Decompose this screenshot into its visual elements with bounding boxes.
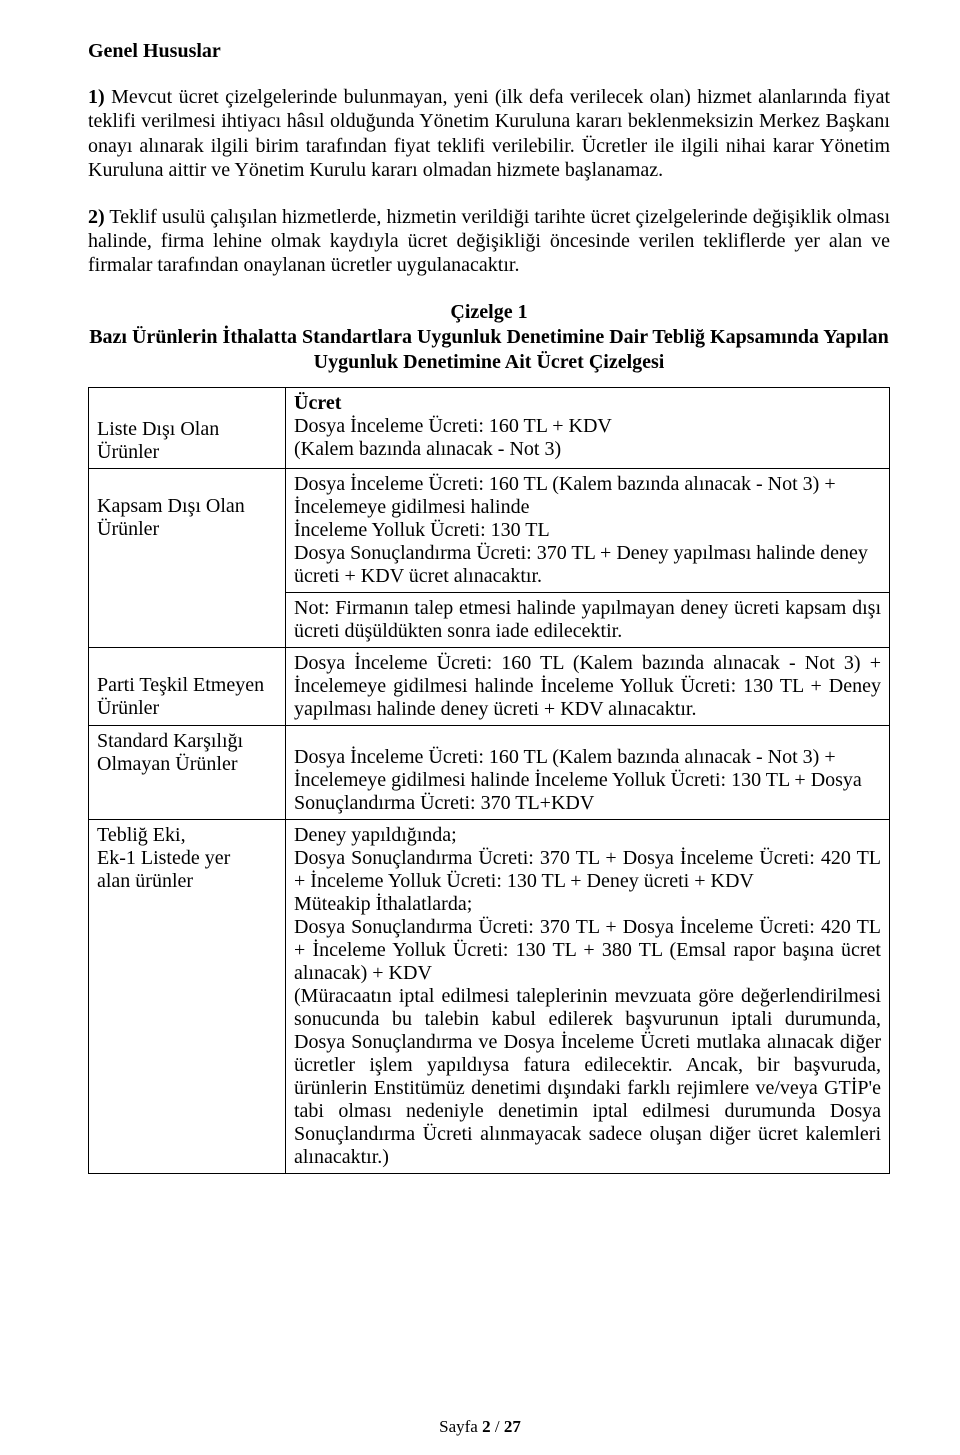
footer-sep: / bbox=[491, 1417, 504, 1436]
row1-label-line1: Liste Dışı Olan bbox=[97, 418, 277, 441]
page: Genel Hususlar 1) Mevcut ücret çizelgele… bbox=[0, 0, 960, 1455]
page-footer: Sayfa 2 / 27 bbox=[0, 1417, 960, 1437]
paragraph-2: 2) Teklif usulü çalışılan hizmetlerde, h… bbox=[88, 205, 890, 278]
p1-text: Mevcut ücret çizelgelerinde bulunmayan, … bbox=[88, 86, 890, 181]
table-row: Standard Karşılığı Olmayan Ürünler Dosya… bbox=[89, 725, 890, 819]
p2-number: 2) bbox=[88, 206, 105, 228]
row3-label-l1: Parti Teşkil Etmeyen bbox=[97, 674, 277, 697]
row5-l3: Müteakip İthalatlarda; bbox=[294, 893, 881, 916]
footer-total: 27 bbox=[504, 1417, 521, 1436]
row4-label-l1: Standard Karşılığı bbox=[97, 730, 277, 753]
chart-title-line2: Bazı Ürünlerin İthalatta Standartlara Uy… bbox=[88, 325, 890, 375]
row2-note: Not: Firmanın talep etmesi halinde yapıl… bbox=[294, 597, 881, 643]
row4-label-cell: Standard Karşılığı Olmayan Ürünler bbox=[89, 725, 286, 819]
row1-content-l1: Dosya İnceleme Ücreti: 160 TL + KDV bbox=[294, 415, 881, 438]
row5-label-l3: alan ürünler bbox=[97, 870, 277, 893]
paragraph-1: 1) Mevcut ücret çizelgelerinde bulunmaya… bbox=[88, 85, 890, 183]
row5-l5: (Müracaatın iptal edilmesi taleplerinin … bbox=[294, 985, 881, 1169]
ucret-header: Ücret bbox=[294, 392, 881, 415]
row2-c3: İnceleme Yolluk Ücreti: 130 TL bbox=[294, 519, 881, 542]
p2-text: Teklif usulü çalışılan hizmetlerde, hizm… bbox=[88, 206, 890, 277]
row2-c1: Dosya İnceleme Ücreti: 160 TL (Kalem baz… bbox=[294, 473, 881, 496]
row5-l4: Dosya Sonuçlandırma Ücreti: 370 TL + Dos… bbox=[294, 916, 881, 985]
row5-l1: Deney yapıldığında; bbox=[294, 824, 881, 847]
row3-label-l2: Ürünler bbox=[97, 697, 277, 720]
row2-label-l2: Ürünler bbox=[97, 518, 277, 541]
row2-note-cell: Not: Firmanın talep etmesi halinde yapıl… bbox=[286, 592, 890, 647]
row2-label-cell: Kapsam Dışı Olan Ürünler bbox=[89, 468, 286, 647]
ucret-header-cell: Ücret Dosya İnceleme Ücreti: 160 TL + KD… bbox=[286, 387, 890, 468]
table-row: Parti Teşkil Etmeyen Ürünler Dosya İncel… bbox=[89, 647, 890, 725]
row4-label-l2: Olmayan Ürünler bbox=[97, 753, 277, 776]
row4-content: Dosya İnceleme Ücreti: 160 TL (Kalem baz… bbox=[294, 746, 881, 815]
footer-label: Sayfa bbox=[439, 1417, 478, 1436]
row4-content-cell: Dosya İnceleme Ücreti: 160 TL (Kalem baz… bbox=[286, 725, 890, 819]
row5-label-l1: Tebliğ Eki, bbox=[97, 824, 277, 847]
row5-label-cell: Tebliğ Eki, Ek-1 Listede yer alan ürünle… bbox=[89, 819, 286, 1173]
row3-content-cell: Dosya İnceleme Ücreti: 160 TL (Kalem baz… bbox=[286, 647, 890, 725]
row5-content-cell: Deney yapıldığında; Dosya Sonuçlandırma … bbox=[286, 819, 890, 1173]
row2-c2: İncelemeye gidilmesi halinde bbox=[294, 496, 881, 519]
row2-label-l1: Kapsam Dışı Olan bbox=[97, 495, 277, 518]
row2-content-top: Dosya İnceleme Ücreti: 160 TL (Kalem baz… bbox=[286, 468, 890, 592]
row1-content-l2: (Kalem bazında alınacak - Not 3) bbox=[294, 438, 881, 461]
table-row: Tebliğ Eki, Ek-1 Listede yer alan ürünle… bbox=[89, 819, 890, 1173]
row3-label-cell: Parti Teşkil Etmeyen Ürünler bbox=[89, 647, 286, 725]
table-row: Liste Dışı Olan Ürünler Ücret Dosya İnce… bbox=[89, 387, 890, 468]
row1-label-line2: Ürünler bbox=[97, 441, 277, 464]
row3-content: Dosya İnceleme Ücreti: 160 TL (Kalem baz… bbox=[294, 652, 881, 721]
row5-l2: Dosya Sonuçlandırma Ücreti: 370 TL + Dos… bbox=[294, 847, 881, 893]
fee-table: Liste Dışı Olan Ürünler Ücret Dosya İnce… bbox=[88, 387, 890, 1174]
p1-number: 1) bbox=[88, 86, 105, 108]
chart-title: Çizelge 1 Bazı Ürünlerin İthalatta Stand… bbox=[88, 300, 890, 375]
row2-c4: Dosya Sonuçlandırma Ücreti: 370 TL + Den… bbox=[294, 542, 881, 588]
footer-num: 2 bbox=[482, 1417, 491, 1436]
row1-label-cell: Liste Dışı Olan Ürünler bbox=[89, 387, 286, 468]
table-row: Kapsam Dışı Olan Ürünler Dosya İnceleme … bbox=[89, 468, 890, 592]
chart-title-line1: Çizelge 1 bbox=[88, 300, 890, 325]
page-title: Genel Hususlar bbox=[88, 40, 890, 63]
row5-label-l2: Ek-1 Listede yer bbox=[97, 847, 277, 870]
